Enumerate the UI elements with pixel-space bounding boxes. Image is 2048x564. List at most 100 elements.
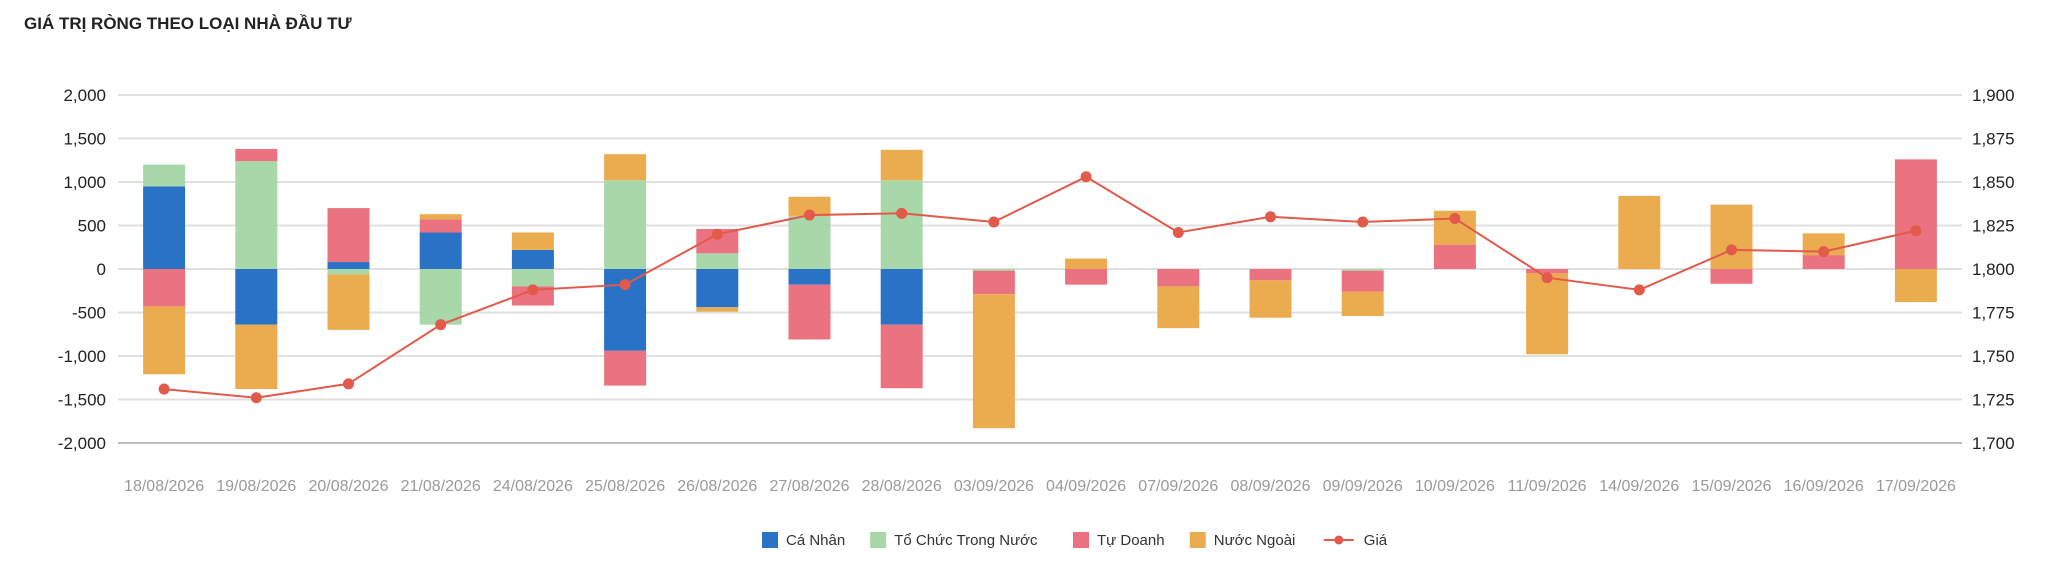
bar-segment <box>788 269 831 285</box>
x-axis-tick: 07/09/2026 <box>1138 478 1218 495</box>
legend-label: Cá Nhân <box>786 532 845 549</box>
bar-segment <box>327 269 370 275</box>
bar-segment <box>511 269 554 287</box>
bar-segment <box>696 253 739 269</box>
bars <box>143 148 1937 429</box>
bar-segment <box>327 274 370 330</box>
price-point <box>1541 272 1553 284</box>
price-point <box>435 319 447 331</box>
price-line <box>158 171 1922 404</box>
bar-segment <box>419 214 462 220</box>
price-point <box>158 383 170 395</box>
x-axis-tick: 28/08/2026 <box>862 478 942 495</box>
bar-segment <box>1341 291 1384 316</box>
price-point <box>1080 171 1092 183</box>
left-axis-tick: -1,500 <box>58 391 106 410</box>
bar-segment <box>604 350 647 386</box>
price-point <box>1726 244 1737 256</box>
price-point <box>711 228 723 240</box>
right-axis-tick: 1,800 <box>1972 260 2015 279</box>
bar-segment <box>880 324 923 389</box>
bar-segment <box>235 324 278 390</box>
bar-segment <box>696 307 739 312</box>
left-axis-tick: 1,000 <box>63 173 106 192</box>
right-axis-tick: 1,900 <box>1972 86 2015 105</box>
bar-segment <box>788 215 831 269</box>
bar-segment <box>511 249 554 269</box>
left-axis-tick: -500 <box>72 304 106 323</box>
right-axis-tick: 1,725 <box>1972 391 2015 410</box>
bar-segment <box>511 232 554 250</box>
bar-segment <box>1710 204 1753 269</box>
chart-title: GIÁ TRỊ RÒNG THEO LOẠI NHÀ ĐẦU TƯ <box>24 14 352 33</box>
right-axis-tick: 1,850 <box>1972 173 2015 192</box>
bar-segment <box>235 269 278 325</box>
right-axis-tick: 1,775 <box>1972 304 2015 323</box>
bar-segment <box>604 180 647 269</box>
price-point <box>619 279 631 291</box>
legend-swatch <box>762 532 778 548</box>
price-point <box>343 378 354 390</box>
price-point <box>988 216 1000 228</box>
bar-segment <box>972 294 1015 429</box>
bar-segment <box>419 232 462 269</box>
price-point <box>1449 213 1461 225</box>
left-axis-tick: 2,000 <box>63 86 106 105</box>
x-axis-tick: 11/09/2026 <box>1508 478 1587 495</box>
x-axis-tick: 20/08/2026 <box>308 478 388 495</box>
price-point <box>804 209 815 221</box>
x-axis-tick: 10/09/2026 <box>1415 478 1495 495</box>
price-point <box>1633 284 1645 296</box>
bar-segment <box>1157 286 1200 329</box>
bar-segment <box>880 180 923 269</box>
bar-segment <box>880 149 923 181</box>
x-axis-tick: 17/09/2026 <box>1876 478 1956 495</box>
legend-swatch <box>1189 532 1206 548</box>
left-axis-tick: 500 <box>78 217 106 236</box>
bar-segment <box>880 269 923 325</box>
left-y-axis: 2,000 1,500 1,000 500 0 -500 -1,000 -1,500 -2,00… <box>58 86 106 453</box>
price-point <box>1265 211 1276 223</box>
bar-segment <box>1249 280 1292 318</box>
x-axis-tick: 27/08/2026 <box>769 478 849 495</box>
bar-segment <box>696 269 739 308</box>
left-axis-tick: -2,000 <box>58 434 106 453</box>
price-point <box>896 207 908 219</box>
price-point <box>1818 246 1830 258</box>
legend-label: Nước Ngoài <box>1214 532 1296 549</box>
bar-segment <box>788 284 831 340</box>
price-point <box>527 284 539 296</box>
bar-segment <box>1710 269 1753 284</box>
bar-segment <box>1341 269 1384 271</box>
right-axis-tick: 1,875 <box>1972 130 2015 149</box>
left-axis-tick: 0 <box>97 260 106 279</box>
bar-segment <box>235 161 278 269</box>
legend-label: Tổ Chức Trong Nước <box>894 532 1038 549</box>
bar-segment <box>1802 255 1845 269</box>
x-axis-tick: 03/09/2026 <box>954 478 1034 495</box>
x-axis-tick: 14/09/2026 <box>1599 478 1679 495</box>
x-axis-tick: 15/09/2026 <box>1691 478 1771 495</box>
bar-segment <box>143 269 186 307</box>
legend-swatch <box>1073 532 1089 548</box>
legend-swatch <box>1334 535 1344 545</box>
bar-segment <box>235 148 278 162</box>
bar-segment <box>1526 273 1569 355</box>
right-axis-tick: 1,825 <box>1972 217 2015 236</box>
price-point <box>1910 225 1922 237</box>
bar-segment <box>1894 159 1937 269</box>
x-axis-tick: 25/08/2026 <box>585 478 665 495</box>
legend-label: Tự Doanh <box>1097 532 1165 549</box>
left-axis-tick: 1,500 <box>63 130 106 149</box>
bar-segment <box>419 219 462 233</box>
legend-swatch <box>870 532 887 548</box>
x-axis-tick: 08/09/2026 <box>1230 478 1310 495</box>
x-axis-tick: 19/08/2026 <box>216 478 296 495</box>
price-point <box>250 392 262 404</box>
bar-segment <box>1433 244 1476 269</box>
bar-segment <box>788 196 831 216</box>
right-axis-tick: 1,750 <box>1972 347 2015 366</box>
x-axis-tick: 09/09/2026 <box>1323 478 1403 495</box>
bar-segment <box>1249 269 1292 281</box>
